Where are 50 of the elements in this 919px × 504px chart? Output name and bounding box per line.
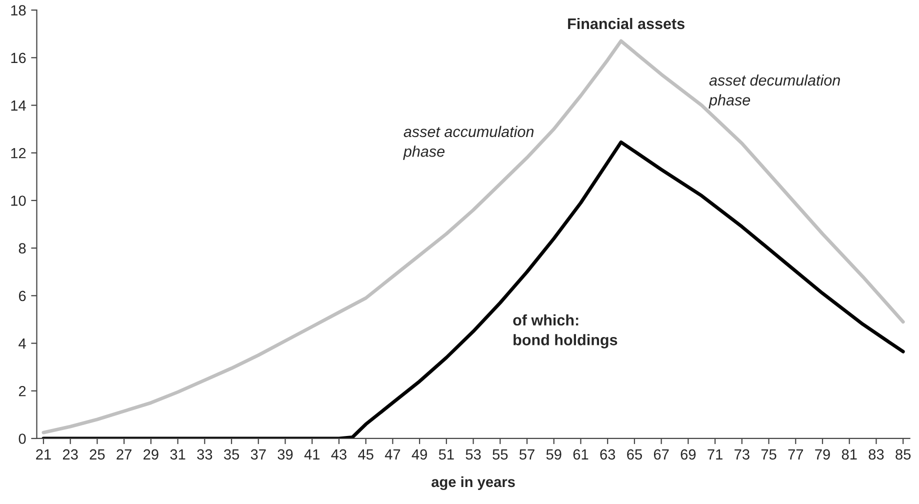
annotation: asset accumulation phase xyxy=(403,126,534,160)
x-tick-label: 23 xyxy=(62,449,78,460)
y-tick-label: 0 xyxy=(18,434,26,444)
x-tick-label: 75 xyxy=(761,449,776,460)
x-tick-label: 69 xyxy=(680,449,696,460)
x-tick-label: 73 xyxy=(734,449,750,460)
x-tick-label: 51 xyxy=(438,449,454,460)
x-tick-label: 63 xyxy=(600,449,616,460)
y-tick-label: 6 xyxy=(18,290,26,302)
y-tick-label: 12 xyxy=(11,148,26,158)
x-tick-label: 31 xyxy=(170,449,186,460)
x-tick-label: 83 xyxy=(868,449,884,460)
x-tick-label: 77 xyxy=(788,449,804,460)
x-tick-label: 61 xyxy=(573,449,588,460)
x-tick-label: 41 xyxy=(304,449,320,460)
y-tick-label: 16 xyxy=(11,52,26,64)
x-tick-label: 79 xyxy=(815,449,830,460)
x-tick-label: 35 xyxy=(224,449,240,460)
x-tick-label: 25 xyxy=(90,449,105,460)
y-tick-label: 14 xyxy=(11,100,26,111)
x-tick-label: 59 xyxy=(546,449,562,460)
line-series xyxy=(42,39,905,434)
x-tick-label: 47 xyxy=(384,449,400,460)
annotation: asset decumulation phase xyxy=(708,74,840,108)
y-tick-label: 8 xyxy=(18,243,26,254)
x-tick-label: 49 xyxy=(412,449,427,460)
x-axis-title: age in years xyxy=(432,476,515,490)
x-tick-label: 55 xyxy=(492,449,508,460)
x-tick-label: 57 xyxy=(519,449,534,460)
x-tick-label: 29 xyxy=(144,449,158,460)
y-tick-label: 2 xyxy=(18,386,26,396)
x-tick-label: 65 xyxy=(627,449,642,460)
x-tick-label: 81 xyxy=(842,449,857,460)
x-tick-label: 43 xyxy=(331,449,346,460)
x-tick-label: 71 xyxy=(708,449,722,460)
y-tick-label: 18 xyxy=(11,5,26,16)
annotation: of which: bond holdings xyxy=(513,314,618,348)
x-tick-label: 53 xyxy=(466,449,481,460)
x-tick-label: 67 xyxy=(654,449,669,460)
x-tick-label: 33 xyxy=(197,449,212,460)
x-tick-label: 21 xyxy=(36,449,51,460)
x-tick-label: 37 xyxy=(250,449,266,460)
y-tick-label: 10 xyxy=(11,196,26,206)
x-tick-label: 27 xyxy=(116,449,132,460)
y-tick-label: 4 xyxy=(18,338,26,349)
x-tick-label: 85 xyxy=(896,449,911,460)
x-tick-label: 39 xyxy=(278,449,293,460)
annotation: Financial assets xyxy=(568,18,684,30)
line-series xyxy=(42,140,905,438)
x-tick-label: 45 xyxy=(358,449,374,460)
